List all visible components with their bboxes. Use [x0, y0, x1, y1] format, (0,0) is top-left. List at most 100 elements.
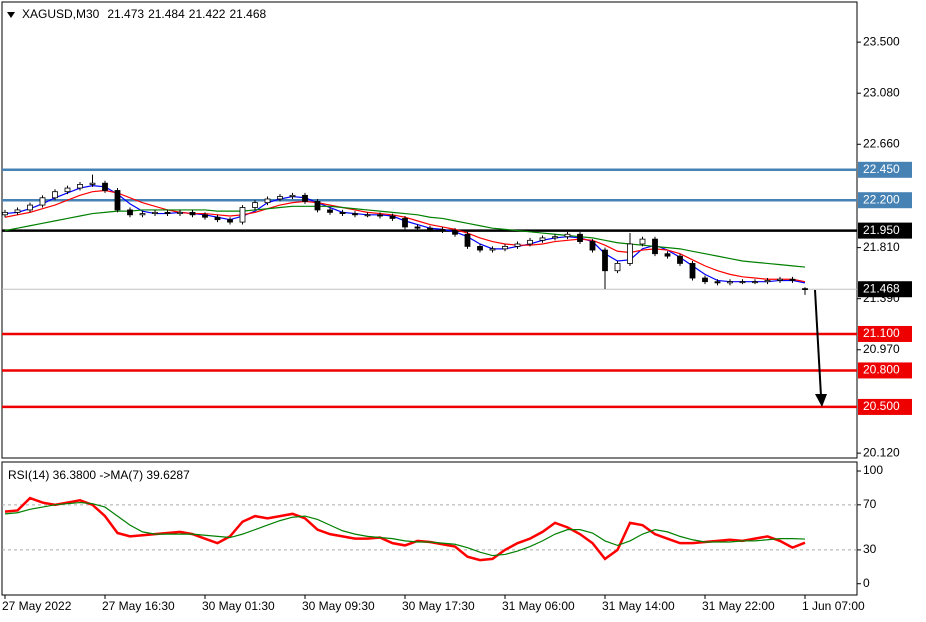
- ma-line: [4, 501, 806, 557]
- candle-body: [427, 227, 433, 230]
- candle-body: [727, 281, 733, 284]
- candle-body: [539, 237, 546, 241]
- last-price-box: [858, 281, 912, 298]
- rsi-title: RSI(14) 36.3800 ->MA(7) 39.6287: [8, 468, 190, 482]
- candle-body: [402, 218, 408, 228]
- candle-body: [202, 214, 208, 218]
- x-tick-label: 30 May 01:30: [202, 599, 275, 613]
- candle-body: [277, 196, 283, 200]
- candle-body: [52, 191, 58, 199]
- y-tick-label: 20.970: [863, 342, 900, 356]
- candle-body: [164, 211, 171, 214]
- x-tick-label: 31 May 06:00: [502, 599, 575, 613]
- candle-body: [414, 226, 421, 229]
- candle-body: [39, 197, 46, 206]
- candle-body: [502, 246, 508, 250]
- ma-line: [4, 205, 806, 268]
- close: 21.468: [229, 7, 266, 21]
- candle-body: [564, 233, 571, 238]
- candle-body: [752, 281, 758, 284]
- candle-body: [127, 209, 133, 216]
- level-label-box: [858, 222, 912, 239]
- candle-body: [527, 239, 533, 245]
- candle-body: [777, 278, 783, 281]
- high: 21.484: [148, 7, 185, 21]
- candle-body: [152, 211, 158, 214]
- candle-body: [802, 288, 808, 291]
- candle-body: [102, 182, 108, 191]
- rsi-panel: [1, 461, 858, 596]
- candle-body: [452, 230, 458, 235]
- x-tick-label: 1 Jun 07:00: [802, 599, 865, 613]
- y-tick-label: 30: [863, 542, 877, 556]
- y-tick-label: 21.810: [863, 240, 900, 254]
- last-price-label: 21.468: [863, 281, 900, 295]
- candle-body: [252, 202, 258, 208]
- candle-body: [552, 236, 558, 239]
- arrow-head: [815, 394, 827, 407]
- candle-body: [602, 249, 608, 272]
- candle-body: [364, 214, 371, 217]
- level-label: 20.500: [863, 399, 900, 413]
- candle-body: [27, 204, 33, 211]
- y-tick-label: 23.500: [863, 34, 900, 48]
- candle-body: [64, 187, 71, 193]
- level-label-box: [858, 192, 912, 209]
- y-tick-label: 22.660: [863, 136, 900, 150]
- level-label-box: [858, 362, 912, 379]
- candle-body: [477, 246, 483, 251]
- arrow: [814, 289, 822, 397]
- candle-body: [314, 201, 321, 211]
- candle-body: [689, 263, 696, 279]
- candle-body: [189, 211, 196, 216]
- candle-body: [377, 214, 383, 217]
- plot: 23.50023.08022.66021.81021.39020.97020.1…: [2, 34, 912, 613]
- y-tick-label: 23.080: [863, 85, 900, 99]
- candle-body: [302, 194, 308, 202]
- level-label-box: [858, 325, 912, 342]
- candle-body: [464, 233, 471, 247]
- candle-body: [177, 211, 183, 214]
- candle-body: [227, 219, 233, 223]
- ma-line: [4, 189, 806, 283]
- candle-body: [89, 182, 96, 185]
- candle-body: [652, 238, 658, 255]
- y-tick-label: 0: [863, 576, 870, 590]
- x-tick-label: 31 May 14:00: [602, 599, 675, 613]
- symbol: XAGUSD,M30: [22, 7, 100, 21]
- candle-body: [589, 241, 596, 251]
- open: 21.473: [107, 7, 144, 21]
- candle-body: [577, 233, 583, 242]
- y-tick-label: 70: [863, 497, 877, 511]
- candle-body: [789, 278, 796, 281]
- candle-body: [2, 211, 8, 216]
- candle-body: [289, 194, 296, 197]
- candle-body: [614, 263, 621, 272]
- candle-body: [352, 213, 358, 216]
- x-tick-label: 31 May 22:00: [702, 599, 775, 613]
- candle-body: [239, 207, 246, 223]
- candle-body: [714, 281, 721, 284]
- candle-body: [139, 213, 146, 216]
- dropdown-icon[interactable]: [7, 12, 15, 18]
- candle-body: [489, 248, 496, 251]
- x-tick-label: 30 May 09:30: [302, 599, 375, 613]
- header: XAGUSD,M30 21.473 21.484 21.422 21.468: [22, 7, 266, 21]
- candle-body: [639, 238, 646, 245]
- level-label: 21.950: [863, 223, 900, 237]
- candle-body: [664, 253, 671, 257]
- level-label: 20.800: [863, 363, 900, 377]
- y-tick-label: 100: [863, 463, 883, 477]
- candle-body: [214, 216, 221, 221]
- candle-body: [77, 183, 83, 189]
- level-label: 22.450: [863, 162, 900, 176]
- x-tick-label: 30 May 17:30: [402, 599, 475, 613]
- level-label-box: [858, 161, 912, 178]
- candle-body: [739, 281, 746, 284]
- y-tick-label: 20.120: [863, 445, 900, 459]
- candle-body: [339, 211, 346, 214]
- low: 21.422: [189, 7, 226, 21]
- candle-body: [677, 255, 683, 264]
- level-label: 22.200: [863, 192, 900, 206]
